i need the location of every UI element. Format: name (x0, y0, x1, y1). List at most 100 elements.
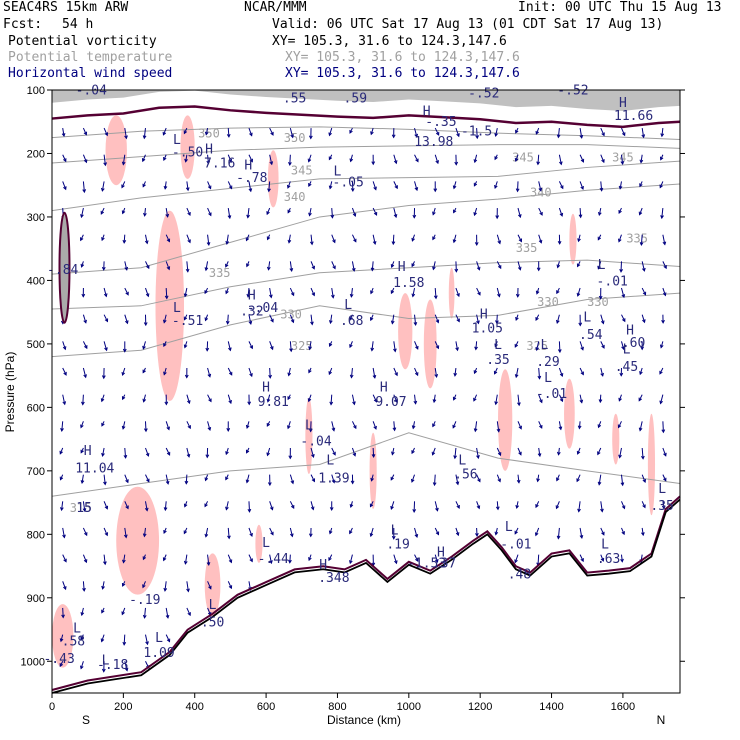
wind-vector (414, 554, 419, 562)
wind-vector (310, 501, 314, 510)
wind-vector (391, 447, 395, 455)
wind-vector (434, 287, 437, 299)
wind-arrowhead (122, 641, 127, 646)
wind-vector (476, 447, 479, 459)
pv-extremum-label: -.52 (557, 83, 588, 98)
wind-vector (393, 181, 398, 189)
wind-vector (662, 287, 666, 296)
wind-arrowhead (163, 529, 167, 534)
wind-arrowhead (308, 533, 313, 538)
wind-arrowhead (62, 401, 67, 406)
wind-vector (434, 127, 440, 136)
wind-arrowhead (225, 506, 229, 511)
wind-arrowhead (598, 399, 603, 404)
wind-arrowhead (142, 369, 146, 374)
wind-arrowhead (166, 238, 171, 243)
wind-vector (496, 314, 498, 324)
wind-arrowhead (266, 452, 270, 457)
wind-arrowhead (204, 317, 209, 322)
wind-vector (269, 341, 274, 350)
wind-vector (185, 474, 188, 484)
wind-vector (434, 367, 438, 378)
wind-arrowhead (100, 398, 105, 403)
wind-arrowhead (579, 534, 584, 539)
pv-extremum-label: L (262, 536, 270, 551)
pv-extremum-label: H (84, 444, 92, 459)
wind-arrowhead (597, 451, 601, 456)
pv-extremum-label: L (334, 165, 342, 180)
wind-vector (289, 154, 291, 165)
wind-arrowhead (580, 158, 585, 163)
wind-vector (496, 501, 499, 510)
y-tick-label: 100 (27, 85, 45, 97)
wind-arrowhead (494, 343, 498, 348)
wind-vector (662, 474, 667, 481)
wind-vector (393, 554, 397, 564)
wind-vector (538, 447, 541, 457)
wind-arrowhead (183, 530, 188, 535)
wind-arrowhead (80, 214, 84, 219)
wind-arrowhead (80, 612, 85, 617)
wind-arrowhead (558, 161, 563, 166)
wind-arrowhead (208, 212, 212, 217)
wind-arrowhead (372, 240, 377, 245)
wind-arrowhead (453, 209, 457, 214)
wind-vector (473, 394, 478, 402)
wind-vector (62, 154, 67, 162)
theta-contour-315 (51, 432, 681, 497)
wind-arrowhead (328, 185, 333, 190)
wind-arrowhead (121, 611, 125, 616)
wind-arrowhead (125, 505, 129, 510)
wind-arrowhead (618, 209, 622, 214)
wind-vector (124, 527, 127, 538)
wind-vector (411, 234, 415, 241)
wind-vector (227, 341, 231, 351)
wind-arrowhead (661, 319, 665, 324)
wind-vector (143, 128, 146, 139)
wind-vector (414, 527, 418, 538)
theta-label: 330 (537, 295, 559, 309)
wind-arrowhead (165, 213, 170, 218)
wind-vector (639, 367, 643, 375)
wind-arrowhead (245, 424, 250, 429)
wind-vector (641, 501, 646, 508)
pv-extremum-label: .35 (486, 353, 509, 368)
wind-arrowhead (473, 182, 478, 187)
wind-arrowhead (60, 507, 64, 512)
wind-vector (496, 287, 500, 297)
wind-vector (123, 634, 126, 645)
wind-arrowhead (642, 291, 647, 296)
field-theta-name: Potential temperature (8, 50, 173, 65)
wind-vector (517, 261, 521, 270)
wind-vector (289, 554, 291, 563)
wind-vector (123, 554, 126, 563)
wind-arrowhead (435, 160, 439, 165)
wind-arrowhead (349, 344, 353, 349)
wind-vector (639, 207, 643, 215)
pv-extremum-label: -.50 (172, 146, 203, 161)
wind-vector (662, 234, 666, 245)
wind-arrowhead (578, 322, 583, 327)
wind-vector (641, 128, 645, 138)
wind-arrowhead (494, 184, 498, 190)
wind-arrowhead (165, 614, 170, 619)
wind-vector (495, 394, 498, 405)
forecast-hours: 54 h (62, 17, 94, 32)
wind-vector (351, 421, 357, 429)
wind-arrowhead (659, 156, 664, 161)
wind-vector (227, 181, 233, 189)
pv-extremum-label: -1.5 (461, 125, 492, 140)
wind-vector (82, 581, 85, 591)
wind-arrowhead (121, 210, 126, 215)
pv-extremum-label: .32 (240, 304, 263, 319)
wind-arrowhead (556, 535, 561, 540)
wind-arrowhead (659, 184, 663, 189)
wind-vector (268, 181, 271, 192)
wind-vector (124, 314, 128, 324)
pv-extremum-label: .19 (386, 537, 409, 552)
wind-vector (248, 501, 251, 512)
pv-extremum-label: H (480, 308, 488, 323)
wind-arrowhead (185, 268, 190, 273)
pv-positive-area (498, 369, 513, 471)
pv-extremum-label: L (601, 537, 609, 552)
